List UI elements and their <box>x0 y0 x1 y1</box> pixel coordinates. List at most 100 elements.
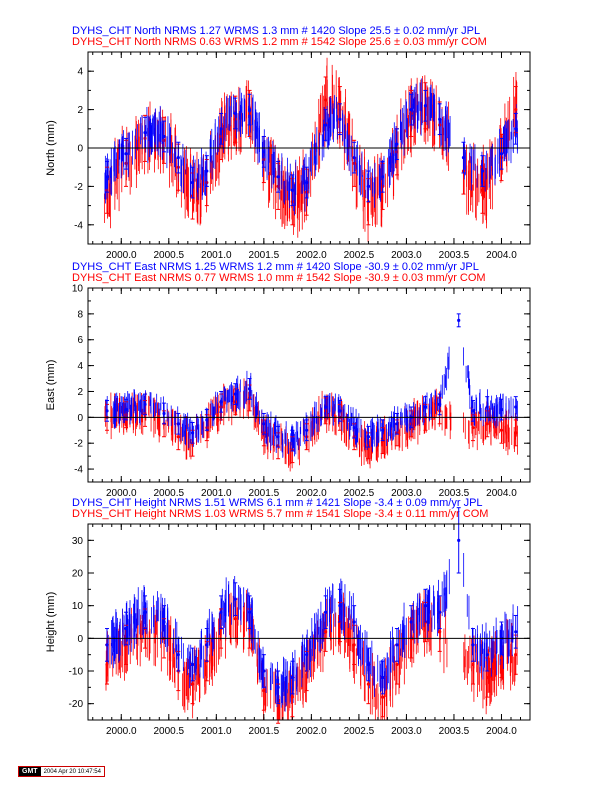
y-tick-label: 4 <box>77 67 83 78</box>
data-point <box>381 695 385 699</box>
data-point <box>290 439 294 443</box>
y-tick-label: 0 <box>77 413 83 424</box>
x-tick-label: 2004.0 <box>486 726 517 737</box>
y-tick-label: 20 <box>72 569 84 580</box>
data-point <box>324 630 328 634</box>
data-point <box>338 409 342 413</box>
data-point <box>395 643 399 647</box>
data-point <box>438 402 442 406</box>
x-tick-label: 2003.0 <box>391 488 422 499</box>
data-point <box>262 689 266 693</box>
x-tick-label: 2000.5 <box>153 726 184 737</box>
data-point <box>438 117 442 121</box>
data-point <box>124 152 128 156</box>
data-point <box>162 411 166 416</box>
data-point <box>247 387 252 391</box>
data-point <box>124 626 128 631</box>
data-point <box>233 111 237 116</box>
data-point <box>366 662 371 667</box>
data-point <box>105 175 109 179</box>
y-tick-label: -20 <box>69 699 84 710</box>
data-point <box>423 104 428 108</box>
chart-title-line: DYHS_CHT North NRMS 1.27 WRMS 1.3 mm # 1… <box>72 25 480 37</box>
x-tick-label: 2002.5 <box>344 488 375 499</box>
data-point <box>276 175 280 179</box>
data-point <box>262 150 266 154</box>
data-point <box>176 435 180 439</box>
data-point <box>143 131 147 135</box>
x-tick-label: 2003.5 <box>439 488 470 499</box>
data-point <box>338 604 342 608</box>
series-jpl <box>105 507 518 705</box>
data-point <box>219 400 223 404</box>
data-point <box>162 620 166 624</box>
y-tick-label: 10 <box>72 284 84 295</box>
data-point <box>514 108 518 112</box>
data-point <box>324 123 328 127</box>
y-tick-label: -4 <box>74 465 83 476</box>
chart-panel-height: DYHS_CHT Height NRMS 1.51 WRMS 6.1 mm # … <box>45 497 531 737</box>
data-point <box>366 682 371 686</box>
data-point <box>514 127 518 131</box>
chart-title-line: DYHS_CHT East NRMS 0.77 WRMS 1.0 mm # 15… <box>72 272 486 284</box>
series-jpl <box>105 89 518 207</box>
x-tick-label: 2001.5 <box>249 488 280 499</box>
y-axis-label: North (mm) <box>45 120 57 176</box>
plot-frame <box>87 287 531 483</box>
x-tick-label: 2002.0 <box>296 488 327 499</box>
data-point <box>124 407 128 412</box>
data-point <box>247 108 252 112</box>
data-point <box>233 392 237 396</box>
data-point <box>499 407 504 412</box>
x-tick-label: 2002.5 <box>344 250 375 261</box>
data-point <box>485 653 489 657</box>
data-point <box>290 695 294 699</box>
x-tick-label: 2000.0 <box>106 488 137 499</box>
y-tick-label: 0 <box>77 634 83 645</box>
data-point <box>305 653 309 657</box>
chart-panel-north: DYHS_CHT North NRMS 1.27 WRMS 1.3 mm # 1… <box>45 25 531 261</box>
data-point <box>438 610 442 614</box>
y-tick-label: -10 <box>69 667 84 678</box>
data-point <box>105 409 109 413</box>
data-point <box>233 597 237 601</box>
data-point <box>219 610 223 614</box>
data-point <box>176 156 180 160</box>
x-tick-label: 2000.5 <box>153 250 184 261</box>
data-point <box>471 409 475 413</box>
x-tick-label: 2001.5 <box>249 726 280 737</box>
data-point <box>499 152 504 156</box>
data-point <box>485 422 489 426</box>
data-point <box>471 662 475 667</box>
x-tick-label: 2000.0 <box>106 726 137 737</box>
data-point <box>262 422 266 426</box>
data-point <box>176 653 180 657</box>
data-point <box>276 435 280 439</box>
chart-title-line: DYHS_CHT North NRMS 0.63 WRMS 1.2 mm # 1… <box>72 36 487 48</box>
y-tick-label: -4 <box>74 220 83 231</box>
data-point <box>395 142 399 146</box>
data-point <box>205 643 209 647</box>
y-tick-label: -2 <box>74 182 83 193</box>
data-point <box>366 184 371 188</box>
x-tick-label: 2002.0 <box>296 250 327 261</box>
x-tick-label: 2001.0 <box>201 488 232 499</box>
data-point <box>423 604 428 608</box>
data-point <box>233 617 237 621</box>
data-point <box>105 643 109 647</box>
data-point <box>190 662 195 667</box>
data-point <box>143 402 147 406</box>
y-tick-label: 30 <box>72 536 84 547</box>
data-point <box>395 422 399 426</box>
data-point <box>480 169 485 173</box>
y-tick-label: 2 <box>77 105 83 116</box>
data-point <box>190 431 195 435</box>
data-point <box>324 405 328 409</box>
data-point <box>290 188 294 192</box>
x-tick-label: 2000.0 <box>106 250 137 261</box>
y-axis-label: East (mm) <box>45 360 57 411</box>
data-point <box>381 428 385 432</box>
data-point <box>409 108 413 112</box>
data-point <box>514 405 518 409</box>
